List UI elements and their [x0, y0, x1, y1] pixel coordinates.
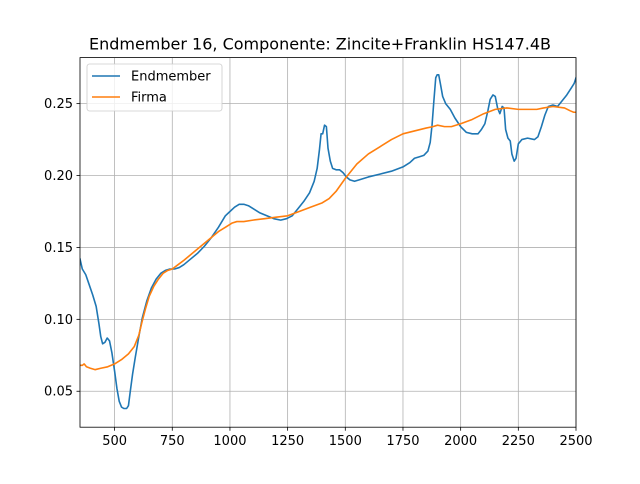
chart-legend: Endmember Firma	[86, 63, 223, 112]
plot-area-frame	[79, 57, 577, 428]
x-tick-label: 1750	[386, 434, 419, 449]
y-tick-label: 0.20	[44, 169, 73, 184]
x-tick-label: 2500	[559, 434, 592, 449]
y-tick-label: 0.10	[44, 313, 73, 328]
x-tick-label: 2000	[444, 434, 477, 449]
legend-frame	[86, 63, 223, 112]
x-tick-label: 2250	[502, 434, 535, 449]
chart-title: Endmember 16, Componente: Zincite+Frankl…	[89, 35, 551, 54]
x-tick-label: 1000	[213, 434, 246, 449]
x-tick-label: 750	[160, 434, 185, 449]
y-axis: 0.05 0.10 0.15 0.20 0.25	[44, 97, 80, 400]
x-tick-label: 500	[102, 434, 127, 449]
legend-label-firma: Firma	[131, 91, 167, 106]
x-tick-label: 1250	[271, 434, 304, 449]
x-axis: 500 750 1000 1250 1500 1750 2000 2250 2500	[102, 427, 593, 449]
y-tick-label: 0.25	[44, 97, 73, 112]
series-line-firma	[80, 105, 576, 371]
y-tick-label: 0.05	[44, 385, 73, 400]
legend-label-endmember: Endmember	[131, 70, 211, 85]
y-tick-label: 0.15	[44, 241, 73, 256]
x-tick-label: 1500	[329, 434, 362, 449]
series-lines	[80, 74, 576, 410]
